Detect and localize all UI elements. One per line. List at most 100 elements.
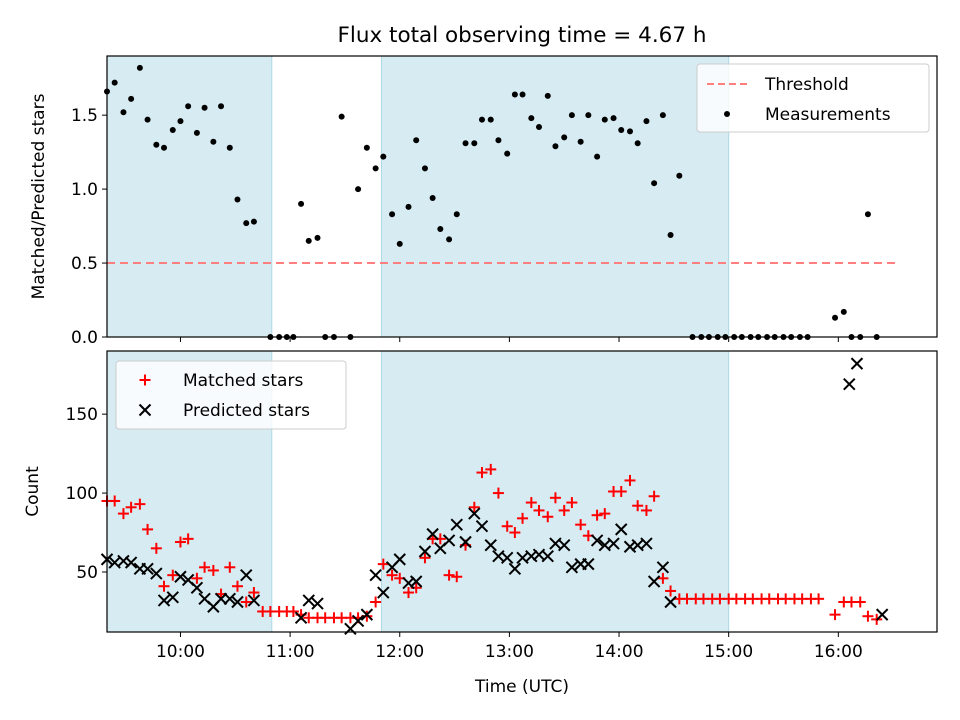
x-tick-label: 13:00 (485, 642, 534, 662)
measurement-point (413, 137, 420, 144)
matched-star-point (224, 561, 236, 573)
legend-predicted-swatch (138, 403, 152, 417)
predicted-star-point (640, 537, 653, 550)
matched-star-point (854, 596, 866, 608)
predicted-star-point (850, 357, 864, 370)
measurement-point (355, 186, 362, 193)
measurement-point (128, 95, 135, 102)
legend-label-predicted: Predicted stars (183, 401, 310, 421)
matched-star-point (443, 569, 455, 581)
measurement-point (535, 123, 542, 130)
predicted-star-point (565, 561, 579, 574)
measurement-point (136, 64, 143, 71)
measurement-point (250, 218, 257, 225)
matched-star-point (167, 569, 179, 581)
predicted-star-point (607, 537, 620, 550)
matched-star-point (386, 569, 398, 581)
ratio-shaded-bands (106, 55, 730, 338)
measurement-point (610, 115, 617, 122)
matched-star-point (174, 536, 186, 548)
predicted-star-point (664, 595, 677, 609)
measurement-point (185, 103, 192, 110)
predicted-star-point (468, 507, 481, 520)
measurement-point (201, 104, 208, 111)
predicted-star-point (294, 611, 308, 624)
measurement-point (298, 200, 305, 207)
predicted-star-point (508, 562, 522, 576)
matched-star-point (648, 490, 660, 502)
matched-star-point (199, 561, 211, 573)
measurement-point (226, 144, 233, 151)
measurement-point (519, 91, 526, 98)
shaded-interval-2 (380, 350, 730, 633)
predicted-star-point (214, 592, 228, 606)
predicted-star-point (442, 534, 456, 547)
predicted-star-point (656, 561, 670, 574)
matched-star-point (566, 497, 578, 509)
measurement-point (561, 134, 568, 141)
matched-star-point (665, 585, 677, 597)
predicted-star-point (190, 581, 204, 595)
measurement-point (169, 126, 176, 133)
x-tick-label: 14:00 (595, 642, 644, 662)
legend-predicted-marker (138, 403, 152, 417)
predicted-star-point (247, 594, 261, 607)
predicted-star-point (590, 534, 604, 547)
measurement-point (363, 144, 370, 151)
matched-star-point (370, 596, 382, 608)
predicted-star-point (141, 562, 154, 576)
predicted-star-point (541, 550, 554, 563)
matched-star-point (240, 596, 252, 608)
matched-star-point (829, 609, 841, 621)
predicted-star-point (426, 527, 439, 541)
measurement-point (437, 226, 444, 233)
measurement-point (421, 165, 428, 172)
counts-panel: 50 100 150 10:00 11:00 12:00 13:00 14:00 15:00 16… (23, 350, 938, 697)
measurement-point (511, 91, 518, 98)
matched-star-point (509, 527, 521, 539)
predicted-star-point (377, 586, 390, 599)
y-tick-label: 100 (66, 484, 98, 504)
measurement-point (618, 126, 625, 133)
ratio-y-axis-label: Matched/Predicted stars (29, 93, 49, 299)
measurement-point (338, 113, 345, 120)
measurement-point (177, 118, 184, 125)
ratio-ticks: 0.0 0.5 1.0 1.5 (71, 106, 839, 348)
measurement-point (651, 180, 658, 187)
measurement-point (552, 143, 559, 150)
measurement-point (676, 172, 683, 179)
matched-star-point (451, 571, 463, 583)
y-tick-label: 50 (76, 563, 98, 583)
predicted-star-point (450, 518, 463, 531)
measurement-point (840, 308, 847, 315)
measurement-point (462, 140, 469, 147)
matched-star-point (476, 467, 488, 479)
measurement-point (528, 115, 535, 122)
matched-star-point (377, 558, 389, 570)
matched-star-point (542, 511, 554, 523)
x-tick-label: 16:00 (814, 642, 863, 662)
matched-star-point (558, 504, 570, 516)
measurement-point (111, 79, 118, 86)
counts-ticks: 50 100 150 10:00 11:00 12:00 13:00 14:00 15:00 16… (66, 405, 863, 662)
measurement-point (243, 220, 250, 227)
predicted-star-point (311, 597, 324, 610)
y-tick-label: 1.0 (71, 180, 98, 200)
matched-star-point (150, 542, 162, 554)
measurement-point (643, 118, 650, 125)
matched-star-point (615, 486, 627, 497)
measurement-point (634, 140, 641, 147)
predicted-star-point (393, 553, 406, 566)
counts-points-layer (100, 357, 889, 636)
matched-star-point (862, 610, 874, 622)
measurement-point (305, 237, 312, 244)
matched-star-point (575, 519, 587, 531)
x-tick-label: 15:00 (704, 642, 753, 662)
measurement-point (626, 128, 633, 135)
measurement-point (487, 116, 494, 123)
legend-matched-marker (139, 374, 151, 386)
counts-legend: Matched stars Predicted stars (115, 360, 347, 430)
predicted-star-point (484, 538, 497, 552)
legend-label-matched: Matched stars (183, 371, 303, 391)
ratio-legend-box (696, 63, 930, 133)
